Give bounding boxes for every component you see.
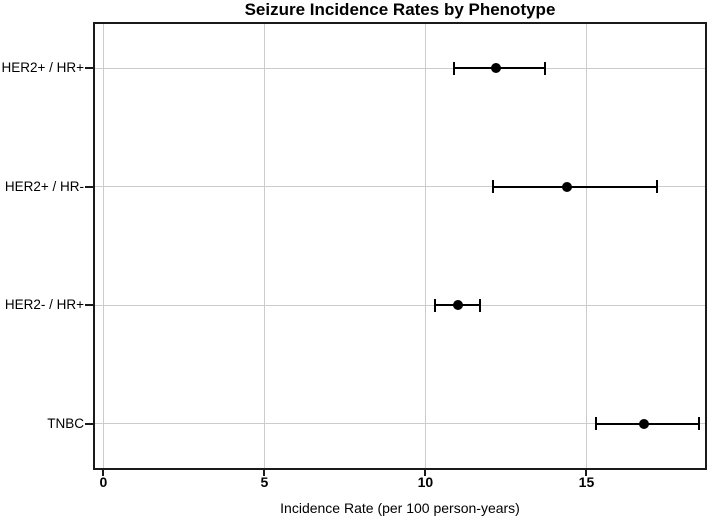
error-bar-cap-left bbox=[595, 417, 598, 431]
point-marker bbox=[562, 181, 573, 192]
y-tick-mark bbox=[85, 304, 95, 307]
category-label: TNBC bbox=[47, 415, 84, 431]
category-label: HER2- / HR+ bbox=[4, 297, 84, 313]
row-gridline bbox=[95, 186, 705, 188]
x-axis-label: Incidence Rate (per 100 person-years) bbox=[280, 500, 520, 516]
x-tick-mark bbox=[424, 470, 427, 476]
row-gridline bbox=[95, 304, 705, 306]
row-gridline bbox=[95, 67, 705, 69]
point-marker bbox=[452, 300, 463, 311]
error-bar-cap-left bbox=[492, 180, 495, 194]
x-gridline bbox=[102, 24, 104, 468]
category-label: HER2+ / HR- bbox=[4, 178, 84, 194]
error-bar-cap-right bbox=[543, 61, 546, 75]
y-tick-mark bbox=[85, 67, 95, 70]
x-tick-mark bbox=[263, 470, 266, 476]
y-tick-mark bbox=[85, 185, 95, 188]
error-bar-cap-right bbox=[479, 298, 482, 312]
x-tick-label: 15 bbox=[578, 474, 595, 490]
x-tick-label: 0 bbox=[99, 474, 108, 490]
error-bar-cap-left bbox=[453, 61, 456, 75]
x-tick-label: 5 bbox=[260, 474, 269, 490]
x-tick-mark bbox=[585, 470, 588, 476]
x-tick-label: 10 bbox=[417, 474, 434, 490]
point-marker bbox=[491, 63, 502, 74]
row-gridline bbox=[95, 423, 705, 425]
plot-area bbox=[93, 22, 707, 470]
x-gridline bbox=[263, 24, 265, 468]
x-tick-mark bbox=[102, 470, 105, 476]
error-bar-cap-right bbox=[698, 417, 701, 431]
point-marker bbox=[639, 418, 650, 429]
error-bar-cap-right bbox=[656, 180, 659, 194]
y-tick-mark bbox=[85, 422, 95, 425]
category-label: HER2+ / HR+ bbox=[1, 60, 84, 76]
chart-title: Seizure Incidence Rates by Phenotype bbox=[244, 0, 556, 19]
x-gridline bbox=[424, 24, 426, 468]
error-bar-line bbox=[493, 185, 658, 188]
x-gridline bbox=[585, 24, 587, 468]
error-bar-cap-left bbox=[434, 298, 437, 312]
